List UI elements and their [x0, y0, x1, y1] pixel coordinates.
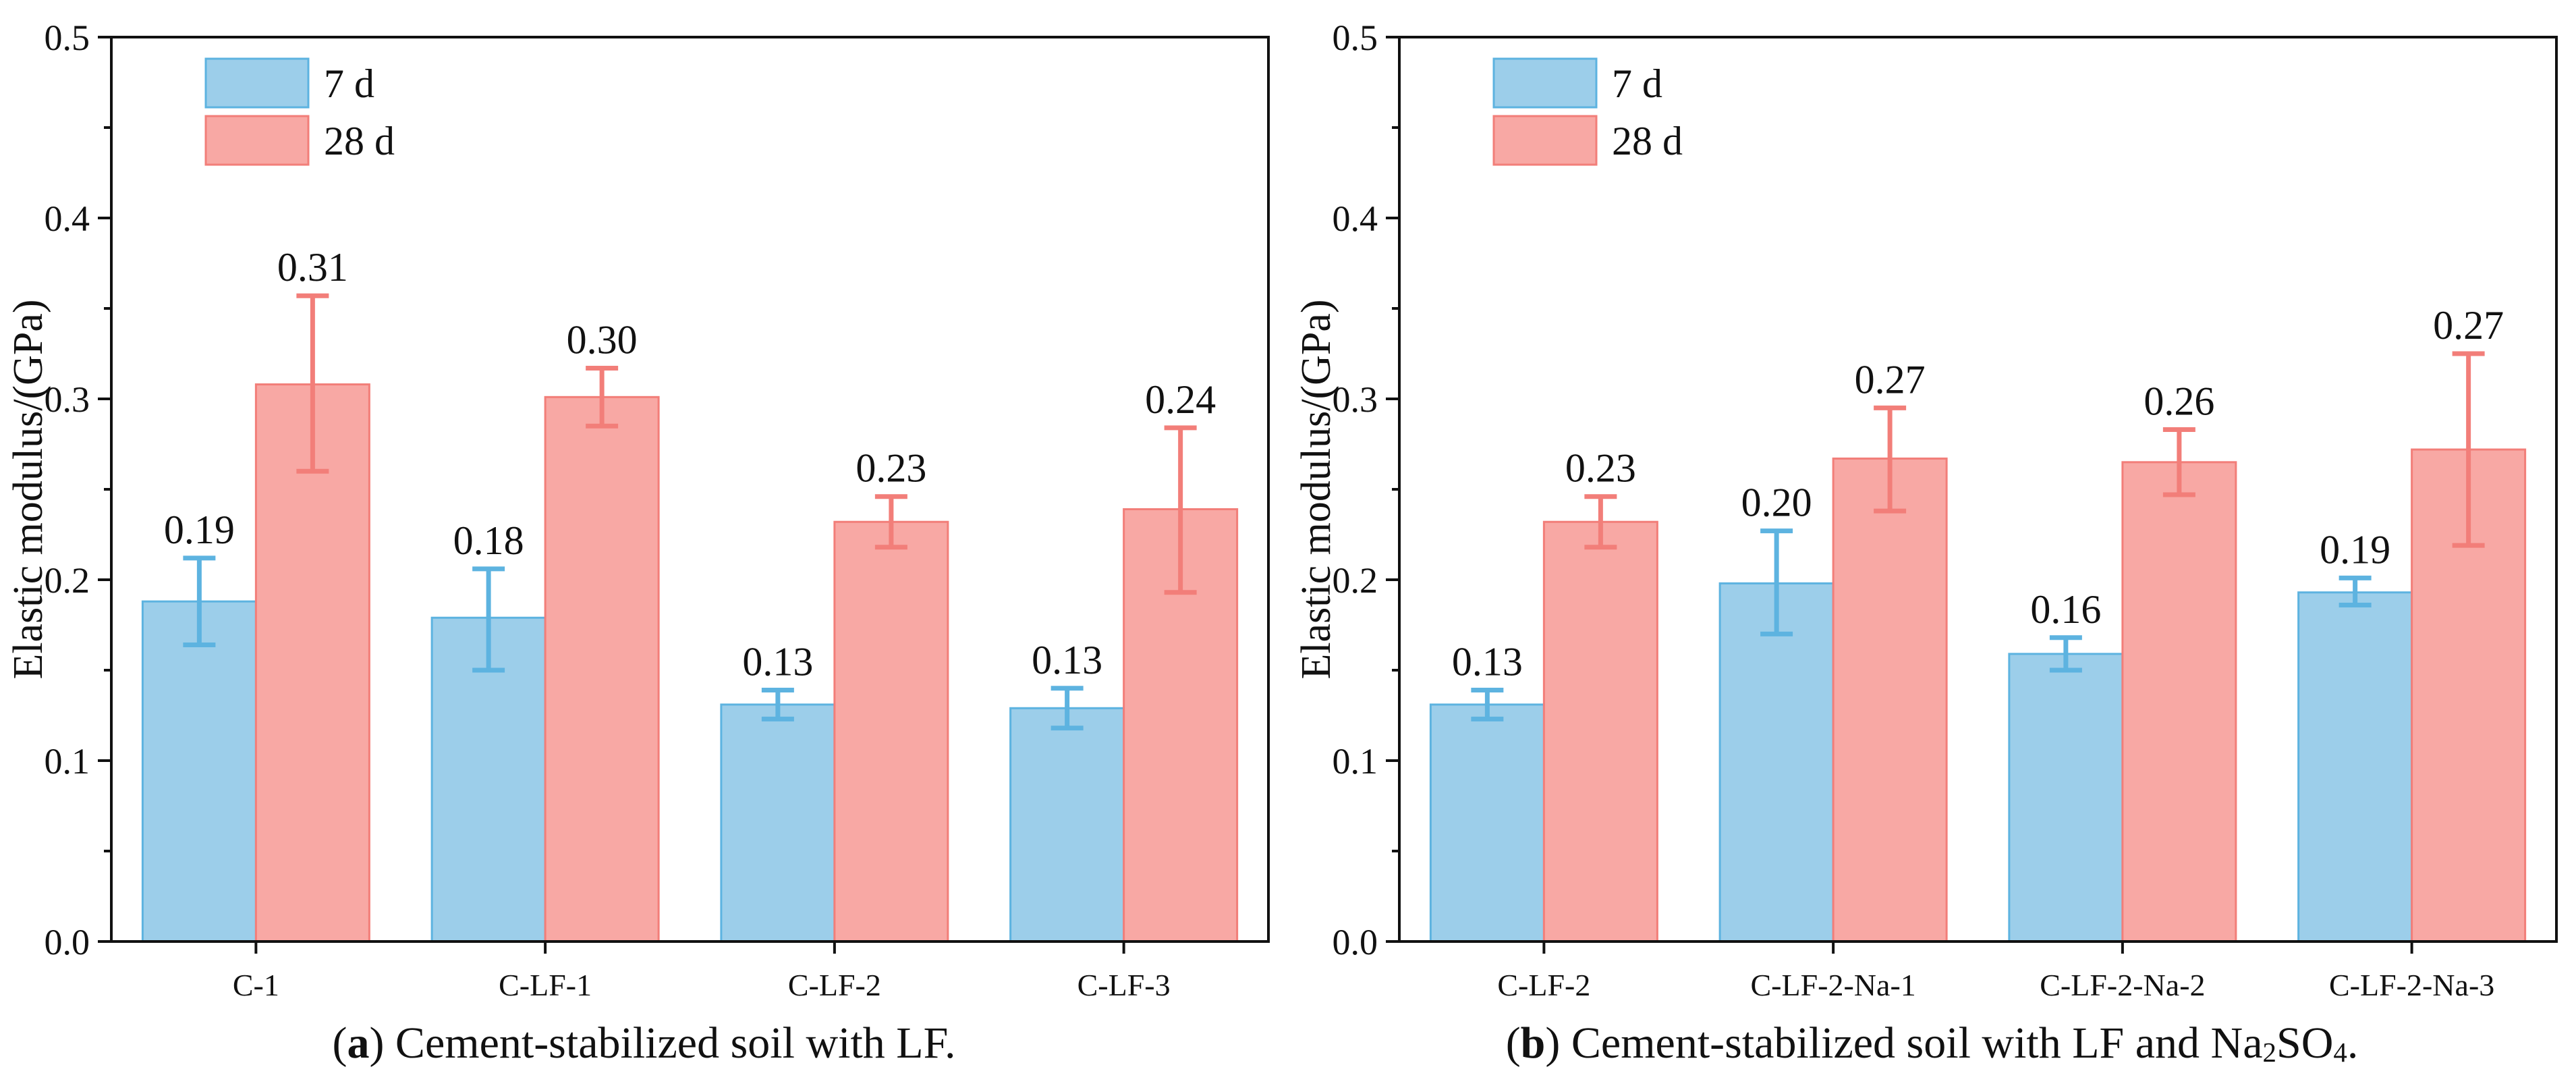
- errorbar-7d-1: [472, 566, 505, 673]
- legend-swatch-28d: [204, 115, 310, 166]
- y-axis-title: Elastic modulus/(GPa): [5, 299, 51, 679]
- caption-b-text-before: Cement-stabilized soil with LF and Na: [1560, 1018, 2263, 1068]
- data-label-7d-3: 0.19: [2320, 527, 2390, 572]
- data-label-28d-0: 0.23: [1565, 446, 1636, 491]
- bar-7d-2: [2008, 653, 2124, 943]
- errorbar-28d-2: [874, 494, 907, 550]
- data-label-7d-2: 0.13: [742, 639, 813, 684]
- errorbar-28d-1: [586, 365, 619, 429]
- data-label-7d-1: 0.18: [453, 518, 524, 563]
- y-tick-label: 0.0: [45, 922, 90, 962]
- bar-28d-0: [254, 383, 370, 943]
- y-axis-title: Elastic modulus/(GPa): [1293, 299, 1339, 679]
- caption-b-mid: SO: [2276, 1018, 2334, 1068]
- data-label-7d-2: 0.16: [2030, 587, 2101, 632]
- errorbar-28d-2: [2162, 427, 2195, 497]
- bar-28d-2: [2121, 461, 2237, 943]
- errorbar-7d-3: [2339, 575, 2372, 608]
- legend-label-28d: 28 d: [324, 119, 395, 163]
- data-label-28d-1: 0.30: [567, 317, 638, 362]
- y-tick-label: 0.3: [45, 379, 90, 420]
- caption-b-sub2: 4: [2333, 1037, 2347, 1068]
- errorbar-7d-1: [1760, 528, 1793, 636]
- data-label-7d-3: 0.13: [1032, 638, 1102, 682]
- data-label-7d-0: 0.13: [1452, 639, 1523, 684]
- caption-a-letter: a: [347, 1018, 370, 1068]
- caption-a: (a) Cement-stabilized soil with LF.: [332, 1018, 956, 1068]
- x-tick-label: C-LF-2: [1497, 968, 1590, 1002]
- bar-7d-0: [141, 600, 257, 943]
- errorbar-7d-2: [2049, 635, 2082, 673]
- y-tick-label: 0.1: [45, 741, 90, 782]
- errorbar-28d-0: [296, 293, 329, 474]
- x-tick-label: C-1: [233, 968, 279, 1002]
- y-tick-label: 0.2: [1333, 560, 1378, 601]
- x-tick-label: C-LF-2-Na-2: [2040, 968, 2205, 1002]
- data-label-7d-1: 0.20: [1741, 481, 1812, 525]
- errorbar-7d-0: [1471, 687, 1504, 721]
- caption-a-text: Cement-stabilized soil with LF.: [384, 1018, 956, 1068]
- caption-b: (b) Cement-stabilized soil with LF and N…: [1505, 1018, 2359, 1068]
- caption-b-text-after: .: [2347, 1018, 2359, 1068]
- bar-7d-2: [720, 703, 836, 943]
- y-tick-label: 0.1: [1333, 741, 1378, 782]
- legend-label-7d: 7 d: [324, 61, 374, 106]
- data-label-28d-2: 0.26: [2144, 379, 2214, 424]
- bar-28d-2: [833, 520, 949, 943]
- y-tick-label: 0.2: [45, 560, 90, 601]
- y-tick-label: 0.0: [1333, 922, 1378, 962]
- data-label-28d-3: 0.24: [1145, 377, 1216, 422]
- caption-b-sub1: 2: [2262, 1037, 2276, 1068]
- errorbar-28d-1: [1874, 405, 1907, 514]
- bar-28d-0: [1542, 520, 1658, 943]
- x-tick-label: C-LF-3: [1077, 968, 1171, 1002]
- errorbar-28d-0: [1584, 494, 1617, 550]
- caption-b-letter: b: [1520, 1018, 1546, 1068]
- y-tick-label: 0.4: [45, 198, 90, 239]
- x-tick-label: C-LF-1: [499, 968, 592, 1002]
- x-tick-label: C-LF-2: [788, 968, 881, 1002]
- chart-b: 0.13 0.20 0.16 0.19 0.23 0.27 0.26 0.27 0.0 0.1 0.…: [1293, 18, 2558, 1002]
- legend-label-7d: 7 d: [1612, 61, 1662, 106]
- bar-7d-3: [2297, 591, 2413, 943]
- x-tick-label: C-LF-2-Na-3: [2329, 968, 2494, 1002]
- chart-a: 0.19 0.18 0.13 0.13 0.31 0.30 0.23 0.24 0.0 0.1 0.…: [5, 18, 1270, 1002]
- legend-swatch-7d: [204, 57, 310, 109]
- data-label-28d-0: 0.31: [277, 245, 348, 290]
- data-label-7d-0: 0.19: [164, 508, 235, 552]
- data-label-28d-2: 0.23: [856, 446, 926, 491]
- legend-swatch-28d: [1492, 115, 1598, 166]
- bar-7d-0: [1429, 703, 1545, 943]
- bar-28d-1: [544, 395, 660, 943]
- errorbar-28d-3: [1164, 425, 1197, 595]
- bar-7d-3: [1009, 707, 1125, 943]
- errorbar-28d-3: [2452, 351, 2485, 548]
- bar-7d-1: [1718, 582, 1835, 943]
- y-tick-label: 0.5: [45, 18, 90, 58]
- bar-28d-1: [1832, 457, 1948, 943]
- x-tick-label: C-LF-2-Na-1: [1750, 968, 1915, 1002]
- y-tick-label: 0.4: [1333, 198, 1378, 239]
- data-label-28d-3: 0.27: [2433, 303, 2504, 348]
- errorbar-7d-0: [183, 555, 216, 647]
- y-tick-label: 0.3: [1333, 379, 1378, 420]
- errorbar-7d-3: [1051, 686, 1084, 731]
- errorbar-7d-2: [761, 687, 794, 721]
- y-tick-label: 0.5: [1333, 18, 1378, 58]
- data-label-28d-1: 0.27: [1855, 357, 1926, 402]
- legend-label-28d: 28 d: [1612, 119, 1683, 163]
- legend-swatch-7d: [1492, 57, 1598, 109]
